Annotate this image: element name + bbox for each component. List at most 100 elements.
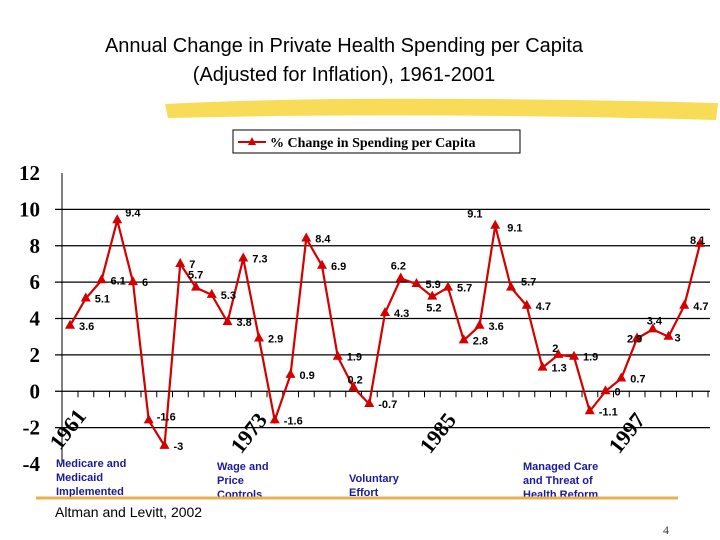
data-point-marker xyxy=(254,332,264,342)
data-point-marker xyxy=(175,257,186,267)
y-tick-label: 6 xyxy=(30,270,41,294)
data-label: 5.7 xyxy=(188,270,203,282)
data-point-marker xyxy=(395,272,406,282)
x-axis-ticks: 1961 1973 1985 1997 xyxy=(44,404,650,458)
data-point-marker xyxy=(348,381,359,391)
gridlines xyxy=(55,173,710,464)
page-number: 4 xyxy=(663,523,669,537)
data-point-marker xyxy=(584,405,595,415)
data-label: 2.9 xyxy=(268,334,283,346)
annotation-line: Wage and xyxy=(217,461,269,473)
data-label: 6.2 xyxy=(391,260,406,272)
x-tick-label: 1985 xyxy=(414,408,461,458)
data-label-extra: 9.1 xyxy=(507,223,522,235)
data-point-marker xyxy=(80,292,91,302)
data-point-marker xyxy=(380,307,390,317)
data-point-marker xyxy=(695,237,705,247)
data-label: 3.6 xyxy=(489,321,504,333)
data-label: -1.6 xyxy=(284,415,303,427)
data-label: 4.7 xyxy=(536,301,551,313)
data-label: -1.1 xyxy=(599,406,618,418)
data-point-marker xyxy=(427,290,438,300)
source-citation: Altman and Levitt, 2002 xyxy=(55,504,202,520)
data-point-marker xyxy=(128,276,138,286)
data-label: 9.4 xyxy=(125,207,141,219)
title-line-2: (Adjusted for Inflation), 1961-2001 xyxy=(193,64,495,86)
legend-marker-icon xyxy=(248,137,256,145)
data-label: 7 xyxy=(189,259,195,271)
data-point-marker xyxy=(663,330,674,340)
annotation-line: Implemented xyxy=(56,486,124,498)
data-point-marker xyxy=(364,397,375,407)
y-axis-ticks: 12 10 8 6 4 2 0 -2 -4 xyxy=(19,161,41,476)
data-label: 7.3 xyxy=(252,253,267,265)
data-label: 1.9 xyxy=(347,352,362,364)
series-line xyxy=(65,214,705,450)
x-tick-label: 1961 xyxy=(44,404,91,454)
data-point-marker xyxy=(285,368,296,378)
y-tick-label: 4 xyxy=(30,307,41,331)
data-point-marker xyxy=(600,385,611,395)
data-point-marker xyxy=(521,299,532,309)
annotation-1973: Wage and Price Controls xyxy=(217,461,269,501)
annotation-line: Medicaid xyxy=(56,472,103,484)
annotations: Medicare and Medicaid Implemented Wage and P… xyxy=(56,458,598,501)
data-label: -1.6 xyxy=(157,411,176,423)
data-label: 3.4 xyxy=(647,315,663,327)
y-tick-label: 12 xyxy=(19,161,40,185)
data-point-marker xyxy=(443,281,453,291)
data-label: 2 xyxy=(552,343,558,355)
data-point-marker xyxy=(490,219,501,229)
data-label: 9.1 xyxy=(467,209,482,221)
data-point-marker xyxy=(238,252,249,262)
data-label: 2.8 xyxy=(473,335,488,347)
data-label: 6.9 xyxy=(331,261,346,273)
annotation-line: Voluntary xyxy=(349,473,400,485)
data-label: 0.7 xyxy=(630,374,645,386)
data-label: 8.4 xyxy=(315,233,331,245)
data-point-marker xyxy=(616,372,627,382)
title-line-1: Annual Change in Private Health Spending… xyxy=(105,35,584,57)
data-labels: 3.65.16.19.46-1.6-375.75.33.87.32.9-1.60… xyxy=(79,207,709,453)
annotation-line: Effort xyxy=(349,487,379,499)
data-point-marker xyxy=(647,323,658,333)
data-point-marker xyxy=(96,274,107,284)
data-point-marker xyxy=(65,319,75,329)
y-tick-label: 8 xyxy=(30,234,41,258)
y-tick-label: 10 xyxy=(19,197,40,221)
data-point-marker xyxy=(143,414,154,424)
data-point-marker xyxy=(506,281,516,291)
data-label: 8.1 xyxy=(690,235,705,247)
data-point-marker xyxy=(632,332,642,342)
y-tick-label: -4 xyxy=(23,452,41,476)
data-point-marker xyxy=(679,299,690,309)
data-label: 1.3 xyxy=(552,363,567,375)
x-tick-label: 1973 xyxy=(225,408,272,458)
data-label: 3.6 xyxy=(79,321,94,333)
data-label: 6 xyxy=(142,277,148,289)
data-label: 5.1 xyxy=(95,293,110,305)
data-point-marker xyxy=(222,316,233,326)
annotation-line: Medicare and xyxy=(56,458,126,470)
data-label: 0.2 xyxy=(348,375,363,387)
data-point-marker xyxy=(159,439,170,449)
data-point-marker xyxy=(301,232,312,242)
data-point-marker xyxy=(191,281,201,291)
legend: % Change in Spending per Capita xyxy=(232,129,521,154)
data-label: 5.7 xyxy=(521,277,536,289)
data-label: -0.7 xyxy=(378,399,397,411)
annotation-1997: Managed Care and Threat of Health Reform xyxy=(523,461,598,501)
data-point-marker xyxy=(537,361,548,371)
data-label: 2.9 xyxy=(627,334,642,346)
data-label: 3 xyxy=(675,333,681,345)
legend-box xyxy=(232,129,521,154)
data-label: 0.9 xyxy=(300,370,315,382)
data-label: 6.1 xyxy=(111,275,126,287)
data-point-marker xyxy=(269,414,280,424)
y-tick-label: 0 xyxy=(30,379,41,403)
data-point-marker xyxy=(411,277,422,287)
annotation-line: Price xyxy=(217,475,244,487)
data-label: 1.9 xyxy=(583,352,598,364)
data-label: 5.7 xyxy=(457,283,472,295)
